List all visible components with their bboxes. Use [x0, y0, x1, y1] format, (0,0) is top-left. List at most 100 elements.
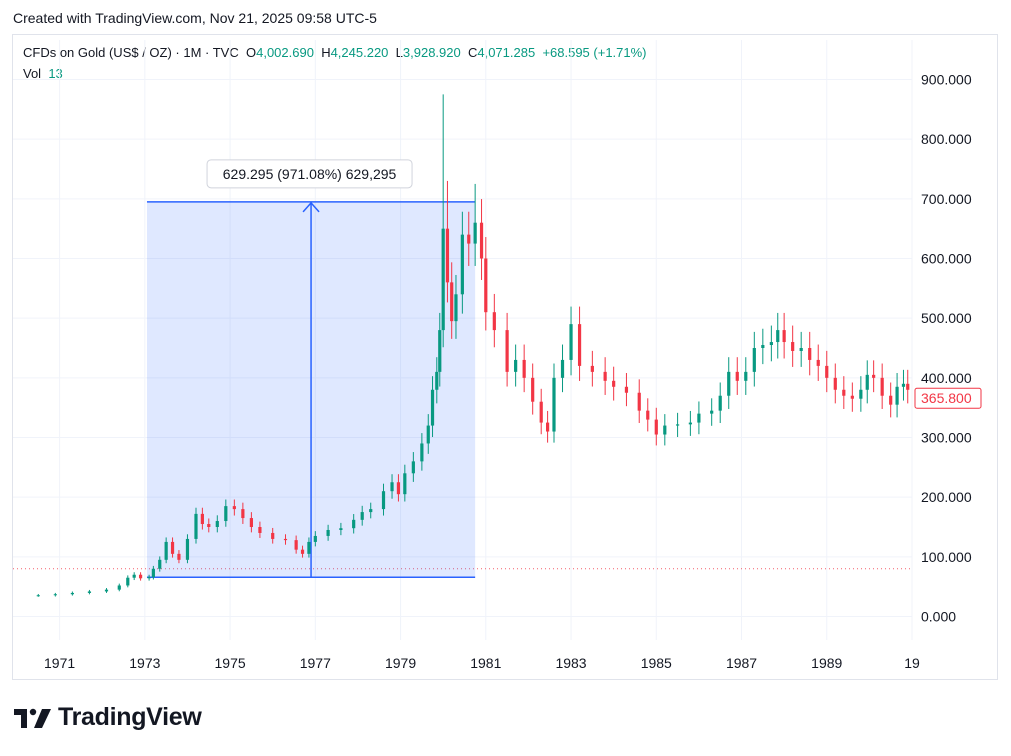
tradingview-wordmark: TradingView [58, 703, 202, 731]
tradingview-logo[interactable]: TradingView [14, 703, 202, 732]
candle-body [232, 506, 236, 510]
candle-body [207, 524, 211, 527]
candle-body [546, 422, 550, 432]
candle-body [522, 359, 526, 378]
candle-body [531, 377, 535, 402]
candle-body [360, 512, 364, 520]
x-tick-label: 1983 [555, 655, 586, 671]
candle-body [411, 461, 415, 474]
candles [36, 94, 910, 597]
low-label: L [395, 45, 403, 60]
high-value: 4,245.220 [330, 45, 389, 60]
candle-body [637, 392, 641, 411]
open-label: O [245, 45, 257, 60]
candle-body [492, 312, 496, 331]
candle-body [36, 595, 40, 597]
candle-body [185, 538, 190, 560]
tradingview-logo-icon [14, 708, 51, 728]
candle-body [352, 519, 356, 529]
candle-body [313, 535, 317, 542]
close-label: C [467, 45, 478, 60]
x-tick-label: 1979 [385, 655, 416, 671]
chart-grid [13, 40, 913, 640]
candle-body [158, 559, 162, 569]
candle-body [460, 234, 464, 295]
candle-body [688, 422, 692, 425]
price-axis: 900.000 800.000 700.000 600.000 500.000 400.0… [914, 72, 982, 625]
candle-body [430, 389, 435, 426]
candle-body [590, 365, 594, 372]
candle-body [505, 330, 509, 372]
candle-body [104, 589, 109, 592]
time-axis: 1971 1973 1975 1977 1979 1981 1983 1985 1987 1989… [44, 655, 920, 671]
y-tick-label: 200.000 [921, 489, 972, 505]
low-value: 3,928.920 [402, 45, 461, 60]
candle-body [735, 371, 739, 381]
candle-body [438, 330, 442, 372]
candle-body [727, 371, 731, 396]
candle-body [514, 359, 518, 372]
candle-body [450, 282, 454, 322]
candle-body [200, 513, 204, 525]
y-tick-label: 500.000 [921, 310, 972, 326]
candle-body [624, 386, 629, 393]
candle-body [271, 532, 275, 539]
x-tick-label: 1981 [470, 655, 501, 671]
candle-body [906, 383, 910, 390]
candle-body [381, 491, 386, 510]
candle-body [782, 330, 786, 343]
candle-body [859, 389, 863, 399]
candle-body [473, 222, 477, 244]
y-tick-label: 0.000 [921, 609, 956, 625]
x-tick-label: 1977 [300, 655, 331, 671]
measure-label-box [206, 159, 413, 189]
y-tick-label: 400.000 [921, 370, 972, 386]
candle-body [752, 348, 756, 372]
candle-body [872, 374, 876, 378]
candle-body [761, 345, 765, 348]
y-tick-label: 300.000 [921, 430, 972, 446]
candle-body [177, 553, 181, 560]
candle-body [799, 348, 803, 351]
candle-body [816, 359, 820, 366]
candle-body [132, 574, 136, 578]
change-value: +68.595 (+1.71%) [542, 45, 647, 60]
candle-body [403, 473, 407, 495]
candle-body [138, 574, 143, 579]
high-label: H [321, 45, 331, 60]
candle-body [300, 549, 305, 554]
candle-body [710, 410, 714, 414]
candle-body [697, 413, 701, 423]
candle-body [435, 371, 439, 390]
candle-body [654, 419, 658, 435]
candle-body [215, 521, 219, 527]
candle-body [326, 529, 330, 536]
candle-body [833, 377, 837, 390]
candle-body [117, 585, 121, 590]
volume-label: Vol [23, 66, 42, 81]
candle-body [552, 377, 556, 432]
candle-body [842, 389, 846, 396]
measure-label: 629.295 (971.08%) 629,295 [223, 166, 397, 182]
candle-body [889, 395, 893, 405]
last-price-badge [914, 387, 982, 409]
candle-body [339, 528, 343, 530]
x-tick-label: 1975 [215, 655, 246, 671]
price-chart[interactable]: 629.295 (971.08%) 629,295 900.000 800.000… [0, 0, 1011, 700]
x-tick-label: 1971 [44, 655, 75, 671]
candle-body [612, 380, 616, 387]
open-value: 4,002.690 [256, 45, 314, 60]
x-tick-label: 1985 [641, 655, 672, 671]
candle-body [569, 324, 573, 360]
x-tick-label: 1989 [811, 655, 842, 671]
y-tick-label: 900.000 [921, 72, 972, 88]
candle-body [865, 374, 869, 390]
symbol-label[interactable]: CFDs on Gold (US$ / OZ) · 1M · TVC [23, 45, 239, 60]
x-tick-label: 1987 [726, 655, 757, 671]
candle-body [454, 294, 458, 322]
candle-body [791, 342, 795, 351]
candle-body [390, 482, 394, 492]
candle-body [675, 424, 680, 426]
candle-body [577, 324, 582, 366]
candle-body [539, 401, 543, 423]
